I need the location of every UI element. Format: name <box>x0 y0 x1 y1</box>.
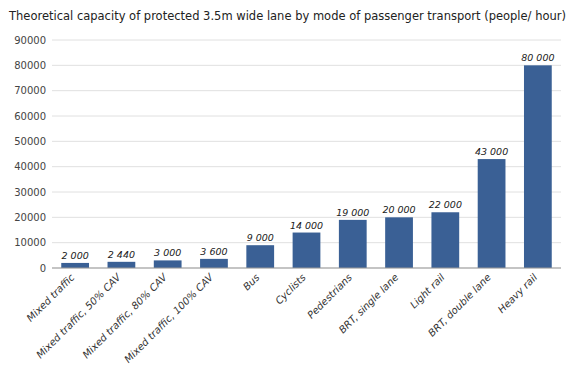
x-tick-label: Pedestrians <box>305 272 354 321</box>
bars <box>61 65 551 268</box>
y-tick-label: 50000 <box>14 136 46 147</box>
data-label: 14 000 <box>290 220 323 231</box>
y-tick-label: 0 <box>40 263 46 274</box>
bar <box>431 212 459 268</box>
bar <box>478 159 506 268</box>
y-tick-label: 60000 <box>14 111 46 122</box>
x-tick-label: Cyclists <box>273 272 308 307</box>
bar <box>154 260 182 268</box>
bar <box>385 217 413 268</box>
data-label: 22 000 <box>429 199 462 210</box>
x-tick-label: Light rail <box>408 271 447 310</box>
x-axis-line <box>52 268 561 269</box>
data-label: 80 000 <box>521 52 554 63</box>
chart: Theoretical capacity of protected 3.5m w… <box>0 0 575 380</box>
data-label: 3 600 <box>200 246 227 257</box>
chart-container: Theoretical capacity of protected 3.5m w… <box>0 0 575 380</box>
bar <box>108 262 136 268</box>
x-tick-label: Bus <box>241 272 262 293</box>
data-label: 43 000 <box>475 146 508 157</box>
data-label: 20 000 <box>382 204 415 215</box>
x-tick-label: BRT, single lane <box>337 272 401 336</box>
data-label: 3 000 <box>154 247 181 258</box>
y-tick-label: 80000 <box>14 60 46 71</box>
y-tick-label: 70000 <box>14 85 46 96</box>
x-tick-label: BRT, double lane <box>426 272 493 339</box>
x-tick-label: Mixed traffic, 50% CAV <box>34 271 124 361</box>
grid-line <box>52 141 561 142</box>
x-tick-label: Mixed traffic <box>24 271 76 323</box>
y-tick-label: 10000 <box>14 237 46 248</box>
data-label: 2 440 <box>108 249 135 260</box>
x-tick-label: Mixed traffic, 100% CAV <box>122 271 216 365</box>
data-label: 19 000 <box>336 207 369 218</box>
title: Theoretical capacity of protected 3.5m w… <box>8 9 566 23</box>
y-tick-label: 40000 <box>14 161 46 172</box>
bar <box>61 263 89 268</box>
bar <box>524 65 552 268</box>
grid-line <box>52 116 561 117</box>
data-label: 9 000 <box>247 232 274 243</box>
x-tick-label: Mixed traffic, 80% CAV <box>80 271 170 361</box>
grid-line <box>52 65 561 66</box>
bar <box>339 220 367 268</box>
grid-line <box>52 40 561 41</box>
x-tick-label: Heavy rail <box>496 271 540 315</box>
grid-line <box>52 268 561 269</box>
bar <box>200 259 228 268</box>
bar <box>246 245 274 268</box>
y-tick-label: 20000 <box>14 212 46 223</box>
y-tick-label: 90000 <box>14 35 46 46</box>
grid-line <box>52 90 561 91</box>
y-tick-label: 30000 <box>14 187 46 198</box>
grid <box>52 40 561 268</box>
bar <box>293 233 321 268</box>
data-label: 2 000 <box>62 250 89 261</box>
